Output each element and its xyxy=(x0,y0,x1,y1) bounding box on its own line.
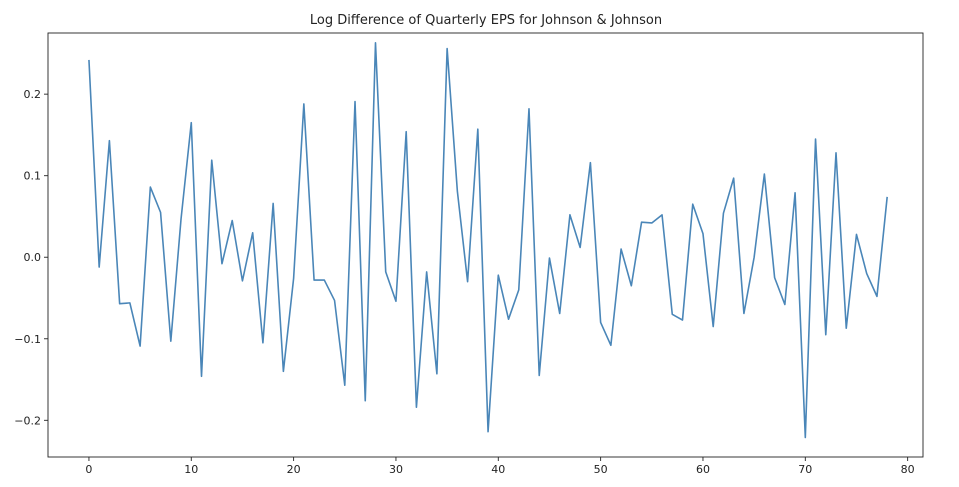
chart-title: Log Difference of Quarterly EPS for John… xyxy=(310,13,662,28)
x-tick-label: 20 xyxy=(287,463,301,476)
plot-area: 0 10 20 30 40 50 60 70 80 −0.2 −0.1 0.0 0.1 0.2 xyxy=(14,32,924,476)
x-tick-label: 10 xyxy=(184,463,198,476)
y-tick-label: −0.1 xyxy=(14,333,41,346)
series-line xyxy=(88,41,888,439)
x-tick-label: 40 xyxy=(491,463,505,476)
y-tick-label: 0.0 xyxy=(24,251,42,264)
x-tick-label: 80 xyxy=(901,463,915,476)
x-tick-label: 60 xyxy=(696,463,710,476)
x-tick-label: 0 xyxy=(85,463,92,476)
x-tick-label: 70 xyxy=(798,463,812,476)
plot-frame xyxy=(47,32,924,458)
y-tick-label: 0.2 xyxy=(24,88,42,101)
y-tick-label: −0.2 xyxy=(14,414,41,427)
x-tick-label: 30 xyxy=(389,463,403,476)
x-tick-label: 50 xyxy=(594,463,608,476)
y-tick-label: 0.1 xyxy=(24,170,42,183)
